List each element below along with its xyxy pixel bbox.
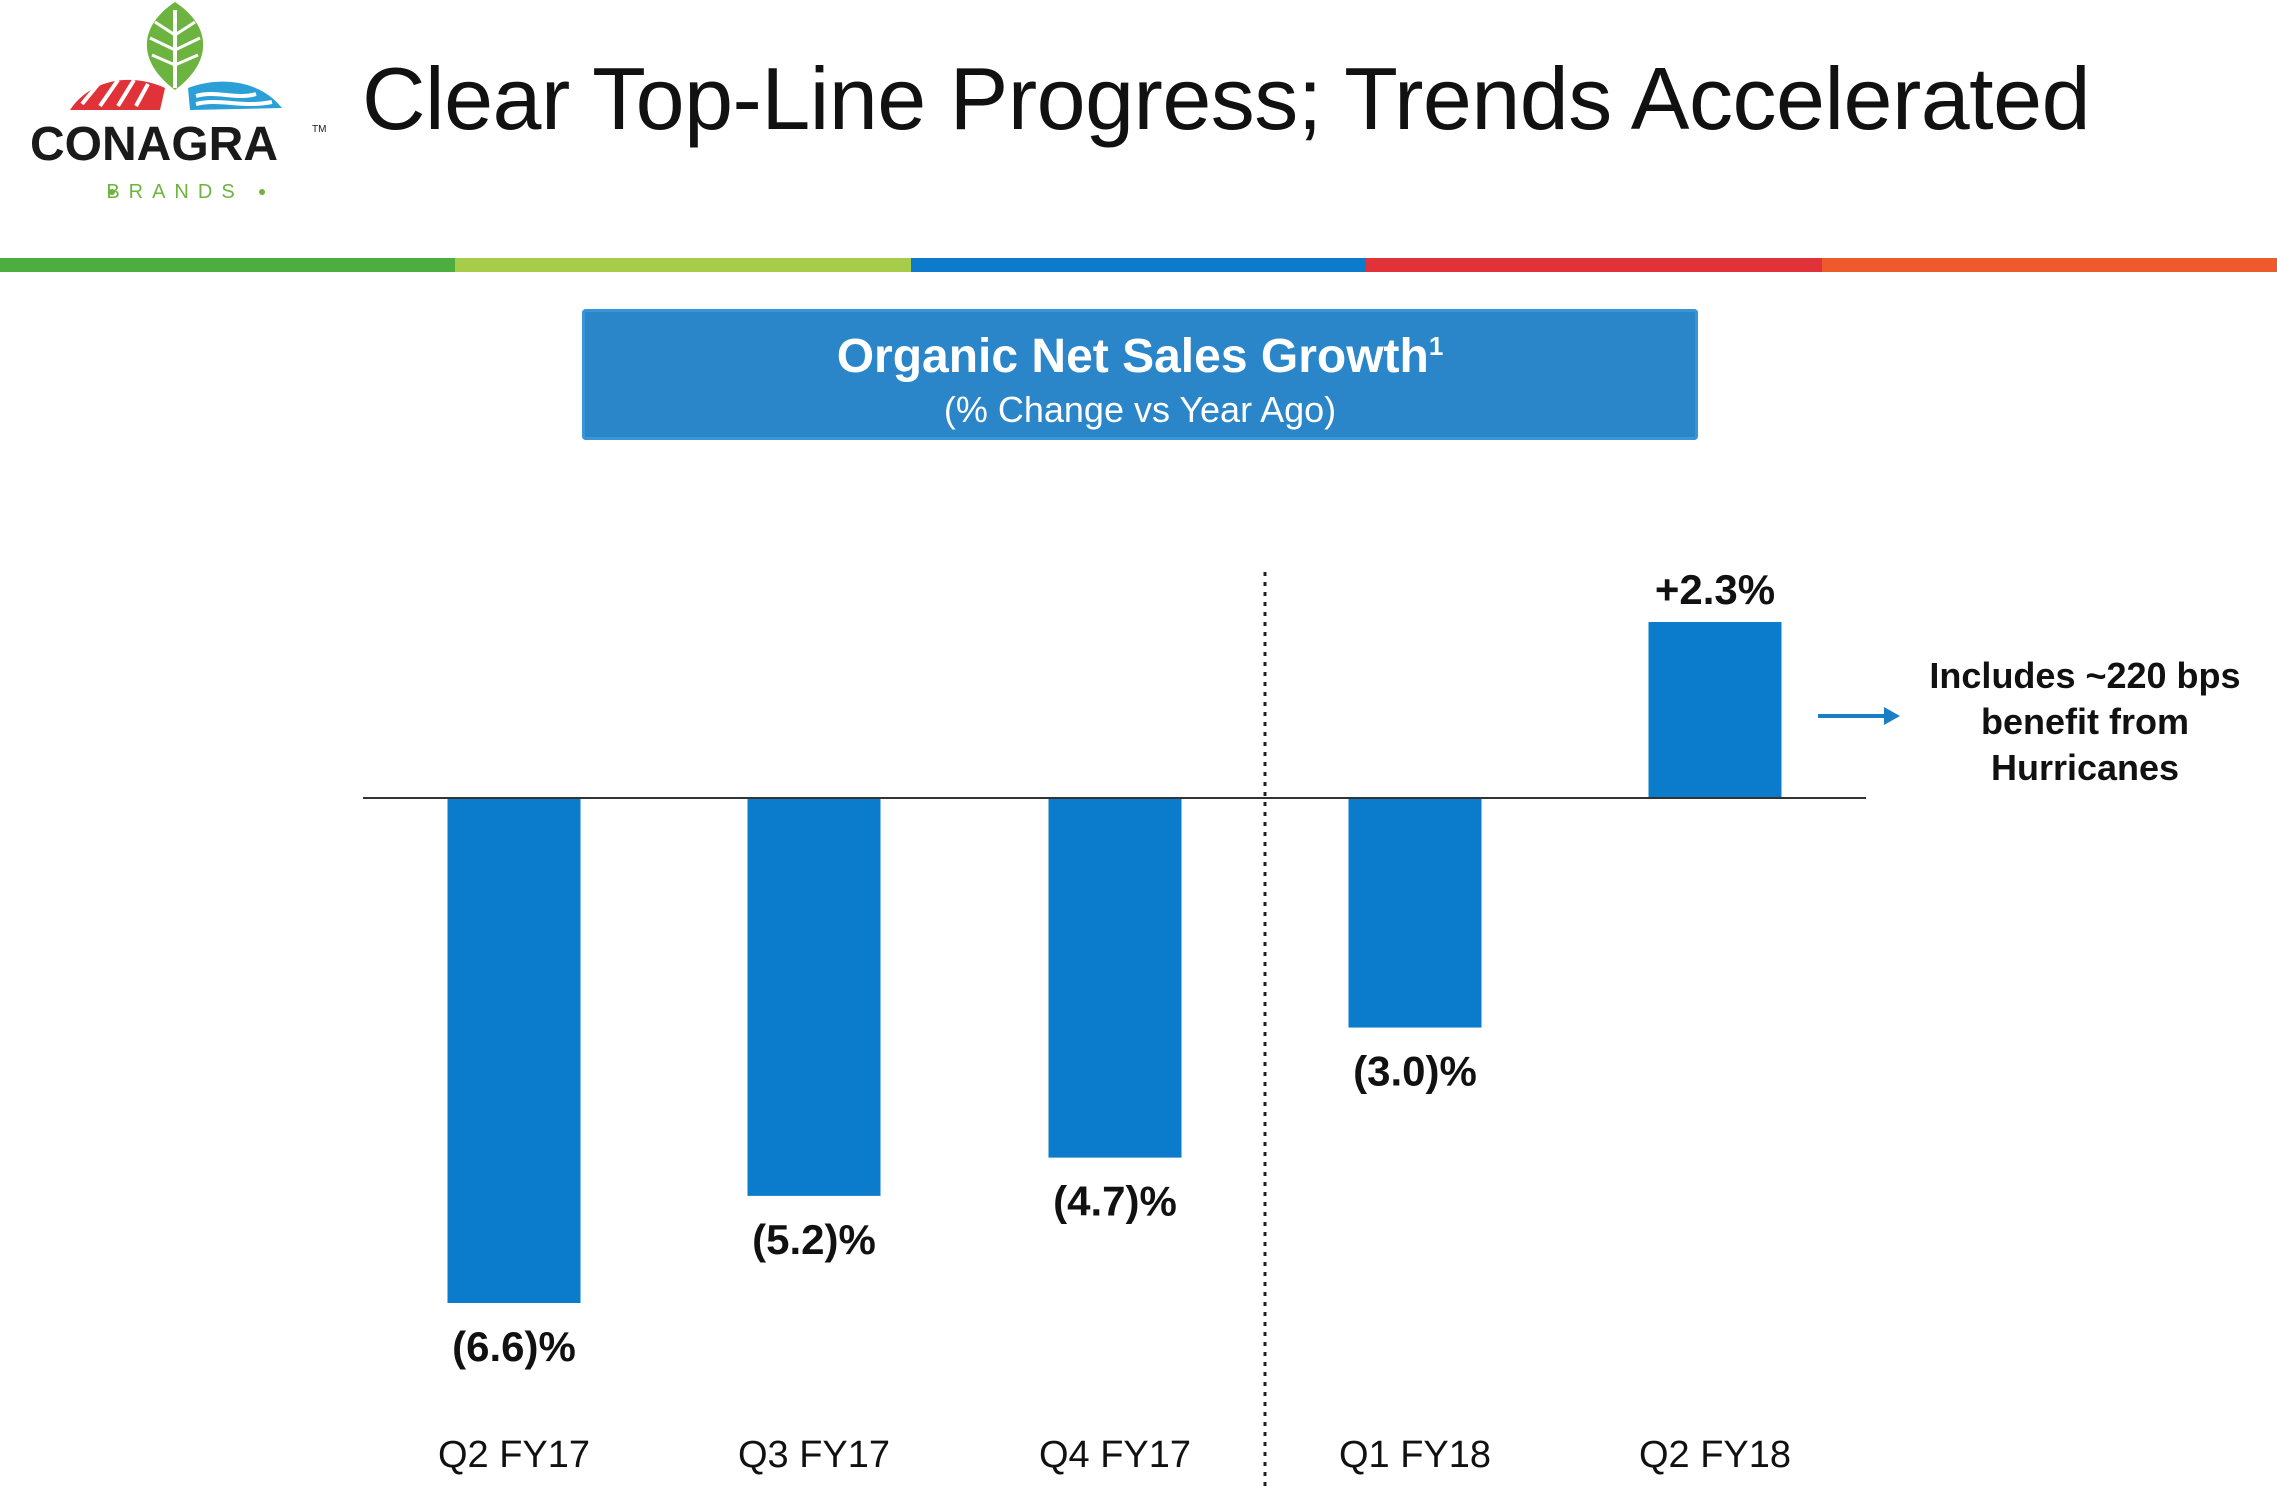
logo-subtitle: BRANDS: [106, 181, 243, 203]
chart-title-banner: Organic Net Sales Growth1 (% Change vs Y…: [582, 309, 1698, 440]
bar-q2-fy18: [1648, 622, 1782, 798]
stripe-segment-1: [455, 258, 911, 272]
stripe-segment-4: [1821, 258, 2277, 272]
slide-title: Clear Top-Line Progress; Trends Accelera…: [362, 49, 2091, 148]
annotation-text-line: benefit from: [1981, 701, 2189, 742]
bar-q3-fy17: [747, 798, 881, 1196]
category-label: Q2 FY17: [438, 1434, 590, 1476]
chart-title-line: Organic Net Sales Growth1: [582, 329, 1698, 384]
logo-wordmark: CONAGRA: [30, 118, 278, 171]
value-label: (4.7)%: [1053, 1178, 1177, 1225]
bar-q1-fy18: [1348, 798, 1482, 1028]
header-color-stripe: [0, 258, 2277, 272]
category-label: Q4 FY17: [1039, 1434, 1191, 1476]
value-label: +2.3%: [1655, 566, 1775, 613]
annotation-arrow-head: [1884, 707, 1900, 725]
bar-q2-fy17: [447, 798, 581, 1303]
bar-q4-fy17: [1048, 798, 1182, 1158]
category-label: Q1 FY18: [1339, 1434, 1491, 1476]
logo-trademark: TM: [312, 124, 326, 135]
conagra-logo: CONAGRA TM BRANDS: [20, 0, 330, 215]
value-label: (3.0)%: [1353, 1048, 1477, 1095]
annotation-text-line: Includes ~220 bps: [1929, 655, 2240, 696]
category-label: Q3 FY17: [738, 1434, 890, 1476]
conagra-logo-mark: CONAGRA TM BRANDS: [30, 2, 326, 203]
category-label: Q2 FY18: [1639, 1434, 1791, 1476]
value-label: (5.2)%: [752, 1216, 876, 1263]
chart-title: Organic Net Sales Growth: [836, 330, 1429, 383]
stripe-segment-3: [1366, 258, 1822, 272]
chart-subtitle: (% Change vs Year Ago): [943, 389, 1337, 430]
annotation-text-line: Hurricanes: [1991, 747, 2179, 788]
value-label: (6.6)%: [452, 1323, 576, 1370]
stripe-segment-0: [0, 258, 456, 272]
stripe-segment-2: [910, 258, 1367, 272]
chart-title-footnote-marker: 1: [1428, 331, 1444, 361]
